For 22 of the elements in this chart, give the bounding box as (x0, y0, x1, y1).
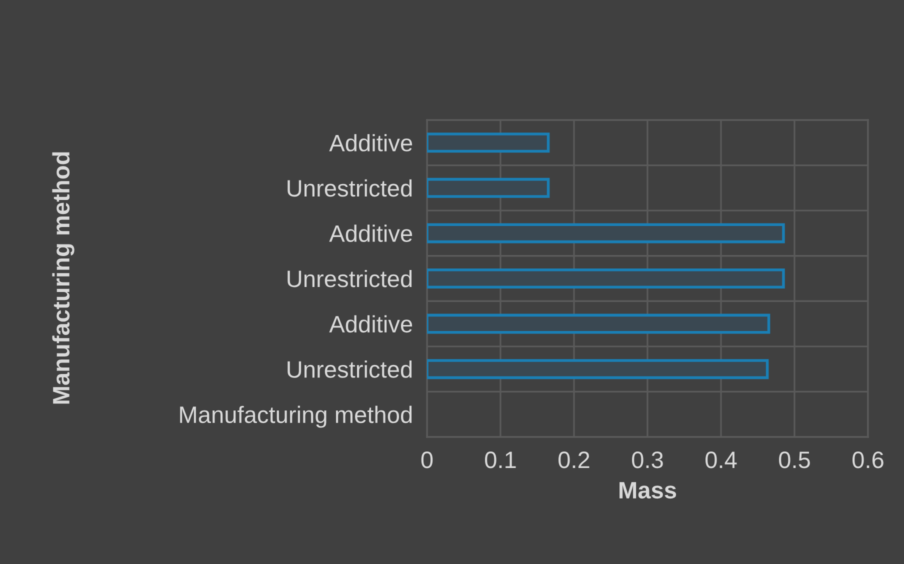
x-tick-label: 0.4 (706, 452, 737, 468)
bar (427, 268, 785, 288)
y-tick-label: Unrestricted (288, 360, 412, 378)
y-tick-label: Unrestricted (288, 179, 412, 197)
bar (427, 178, 550, 198)
y-tick-label: Manufacturing method (180, 406, 412, 428)
x-axis-title: Mass (620, 482, 676, 499)
x-tick-label: 0.2 (558, 452, 590, 468)
x-tick-label: 0.6 (852, 452, 884, 468)
x-tick-label: 0.1 (485, 452, 516, 468)
y-axis-title: Manufacturing method (52, 152, 74, 404)
y-tick-label: Additive (329, 224, 412, 242)
bar (427, 314, 770, 334)
bar (427, 223, 785, 244)
bar (427, 132, 550, 153)
x-tick-label: 0.3 (632, 452, 663, 468)
y-tick-label: Additive (329, 134, 412, 152)
x-tick-label: 0 (421, 452, 433, 468)
bar (427, 359, 769, 380)
y-tick-label: Unrestricted (288, 270, 412, 288)
x-tick-label: 0.5 (779, 452, 810, 468)
y-tick-label: Additive (329, 315, 412, 333)
